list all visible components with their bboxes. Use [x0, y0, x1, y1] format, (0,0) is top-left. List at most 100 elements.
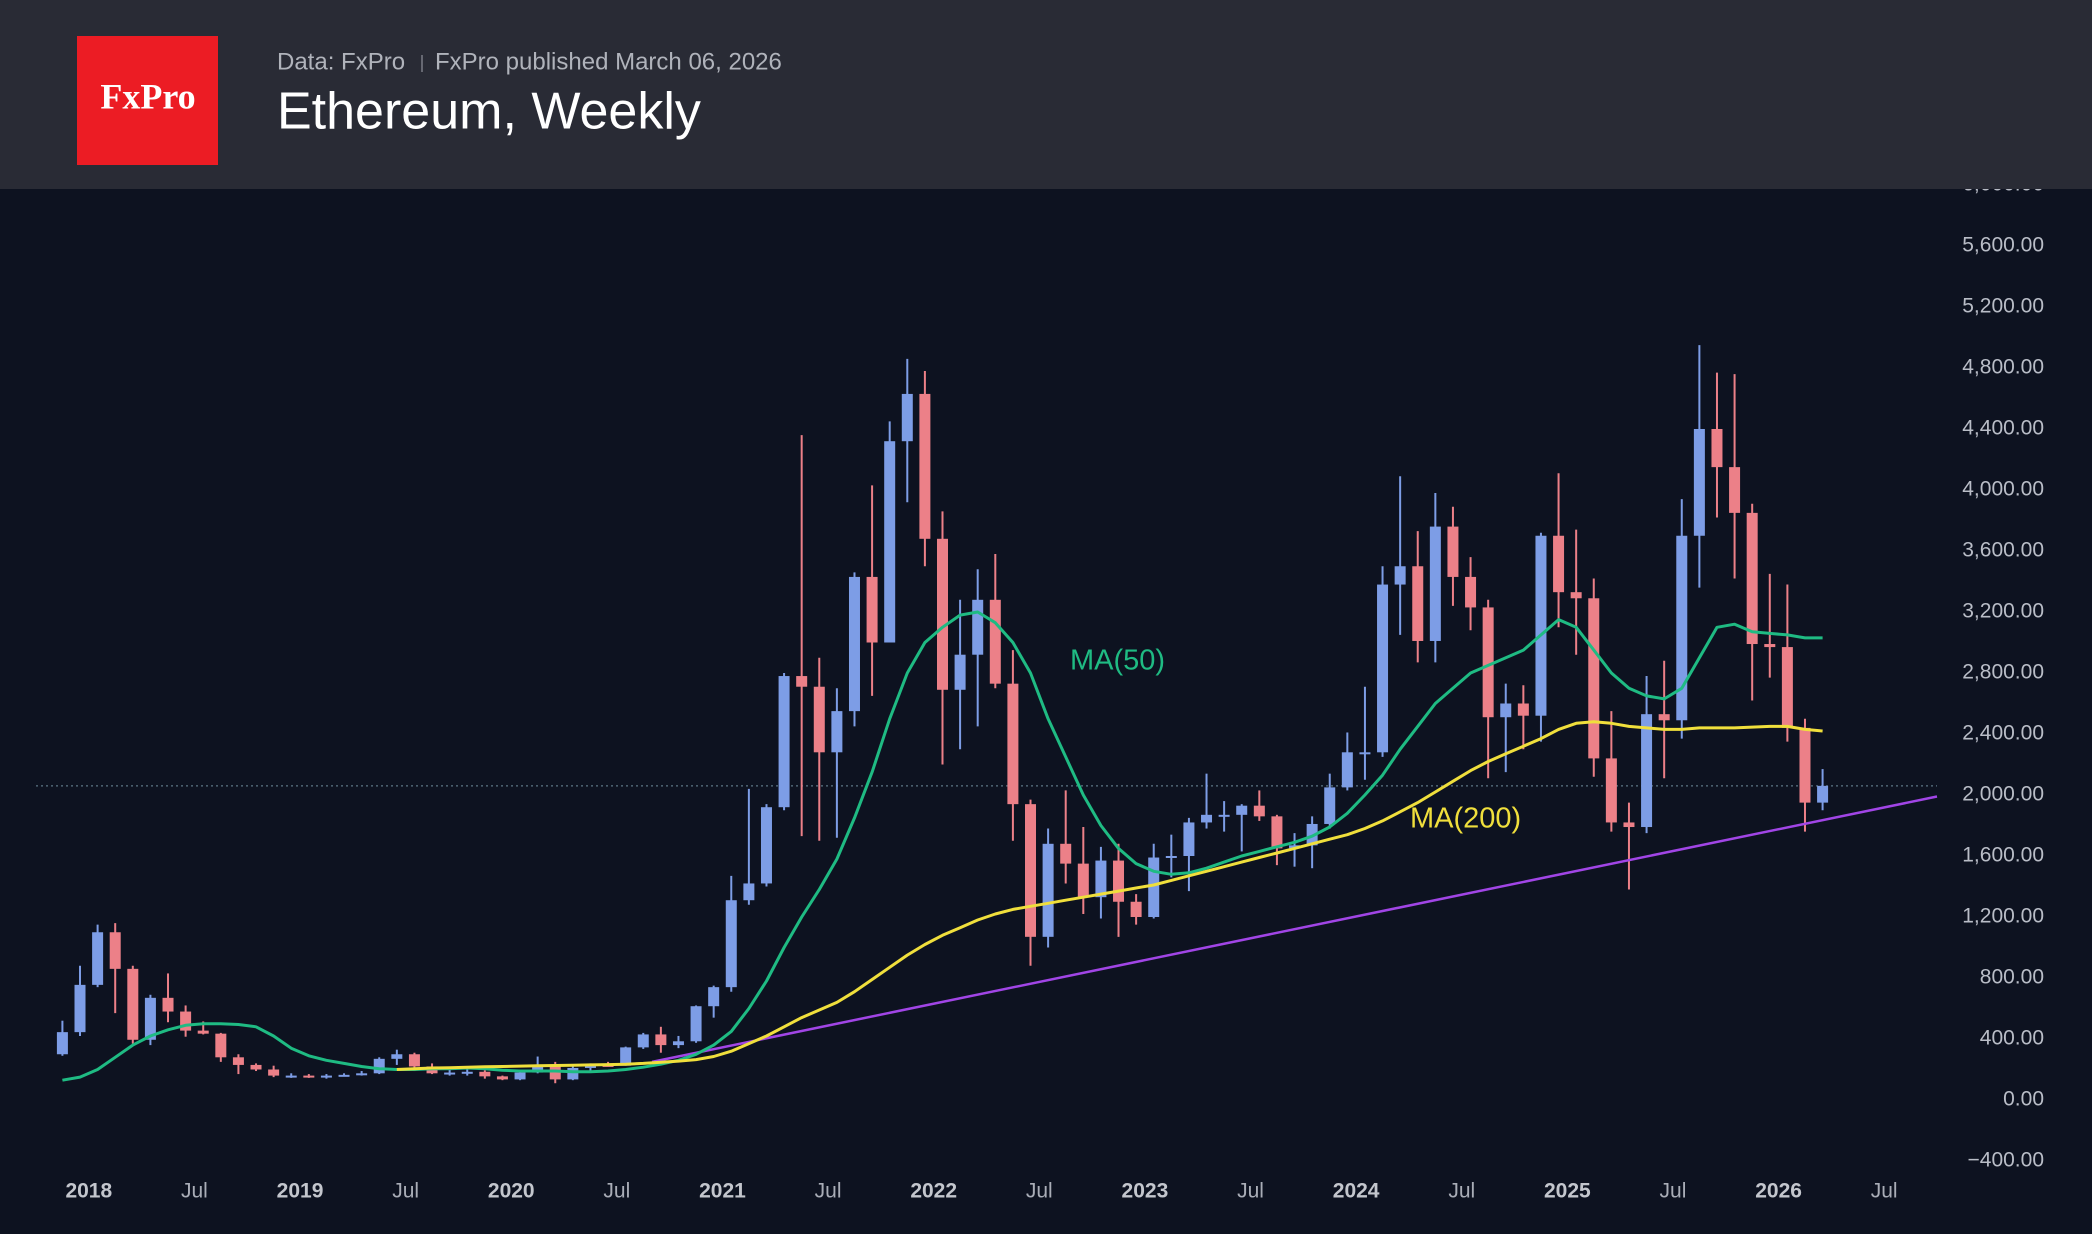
y-tick-label: 4,000.00: [1962, 478, 2044, 501]
candle-body: [1165, 856, 1177, 858]
candle-body: [162, 997, 174, 1012]
y-tick-label: 1,600.00: [1962, 844, 2044, 867]
candle-body: [1676, 535, 1688, 721]
header-bar: [0, 0, 2092, 189]
candle-body: [743, 883, 755, 901]
candle-body: [690, 1006, 702, 1042]
candle-body: [725, 900, 737, 988]
x-tick-label: Jul: [1026, 1180, 1053, 1203]
candle-body: [232, 1057, 244, 1065]
candle-body: [268, 1069, 280, 1076]
y-tick-label: 3,600.00: [1962, 539, 2044, 562]
published: FxPro published March 06, 2026: [435, 48, 782, 75]
x-tick-label: Jul: [181, 1180, 208, 1203]
line-label: MA(50): [1070, 645, 1165, 677]
candle-body: [320, 1075, 332, 1078]
candle-body: [1641, 714, 1653, 828]
x-tick-label: Jul: [1448, 1180, 1475, 1203]
candle-body: [356, 1073, 368, 1076]
chart-title: Ethereum, Weekly: [277, 83, 701, 141]
candle-body: [1535, 535, 1547, 716]
y-tick-label: 5,200.00: [1962, 295, 2044, 318]
logo: [77, 36, 218, 165]
candle-body: [1130, 901, 1142, 917]
candle-body: [56, 1032, 68, 1055]
y-tick-label: 4,400.00: [1962, 417, 2044, 440]
x-tick-label: 2022: [910, 1180, 957, 1203]
candle-body: [831, 711, 843, 753]
x-tick-label: Jul: [603, 1180, 630, 1203]
candle-body: [74, 984, 86, 1033]
y-tick-label: 1,200.00: [1962, 905, 2044, 928]
x-tick-label: Jul: [1871, 1180, 1898, 1203]
candle-body: [637, 1034, 649, 1048]
candle-body: [1781, 647, 1793, 728]
candle-body: [1253, 805, 1265, 817]
plot-area: 6,000.005,600.005,200.004,800.004,400.00…: [36, 173, 2044, 1203]
header: FxPro Data: FxPro FxPro published March …: [0, 0, 2092, 189]
candle-body: [373, 1058, 385, 1074]
candle-body: [1095, 860, 1107, 898]
candle-body: [250, 1064, 262, 1070]
candle-body: [901, 393, 913, 442]
candle-body: [672, 1041, 684, 1046]
candle-body: [285, 1075, 297, 1078]
logo-text: FxPro: [100, 76, 195, 116]
candle-body: [1746, 512, 1758, 645]
candle-body: [1570, 592, 1582, 599]
candle-body: [1042, 843, 1054, 937]
y-tick-label: 800.00: [1980, 966, 2044, 989]
candle-body: [215, 1033, 227, 1058]
candle-body: [1236, 805, 1248, 815]
candle-body: [1799, 727, 1811, 803]
y-tick-label: −400.00: [1968, 1149, 2045, 1172]
x-tick-label: 2018: [65, 1180, 112, 1203]
x-tick-label: 2021: [699, 1180, 746, 1203]
candle-body: [408, 1054, 420, 1067]
candle-body: [1183, 822, 1195, 856]
candle-body: [391, 1054, 403, 1059]
candle-body: [1077, 863, 1089, 898]
candle-body: [866, 576, 878, 643]
candle-body: [778, 676, 790, 808]
candle-body: [1025, 804, 1037, 937]
candle-body: [514, 1072, 526, 1080]
candle-body: [1412, 566, 1424, 641]
candle-body: [1359, 752, 1371, 755]
candle-body: [796, 676, 808, 687]
x-tick-label: Jul: [1237, 1180, 1264, 1203]
candle-body: [936, 538, 948, 690]
y-tick-label: 5,600.00: [1962, 234, 2044, 257]
candle-body: [1324, 787, 1336, 824]
candle-body: [1658, 714, 1670, 721]
candle-body: [92, 932, 104, 985]
candle-body: [1553, 535, 1565, 593]
candle-body: [1693, 429, 1705, 536]
x-tick-label: 2023: [1122, 1180, 1169, 1203]
source: Data: FxPro: [277, 48, 405, 75]
candle-body: [479, 1071, 491, 1077]
candle-body: [1465, 576, 1477, 608]
candle-body: [655, 1034, 667, 1046]
y-tick-label: 0.00: [2003, 1088, 2044, 1111]
x-tick-label: 2020: [488, 1180, 535, 1203]
x-tick-label: Jul: [392, 1180, 419, 1203]
x-tick-label: Jul: [1660, 1180, 1687, 1203]
candle-body: [1729, 467, 1741, 513]
candle-body: [444, 1072, 456, 1075]
y-tick-label: 4,800.00: [1962, 356, 2044, 379]
candle-body: [954, 654, 966, 690]
candle-body: [532, 1065, 544, 1073]
candle-body: [1218, 814, 1230, 817]
candle-body: [303, 1075, 315, 1078]
candle-body: [496, 1076, 508, 1080]
candle-body: [1429, 526, 1441, 641]
moving-average: [62, 610, 1823, 1082]
candle-body: [1517, 703, 1529, 716]
y-tick-label: 2,400.00: [1962, 722, 2044, 745]
candle-body: [584, 1064, 596, 1068]
candle-body: [884, 441, 896, 643]
